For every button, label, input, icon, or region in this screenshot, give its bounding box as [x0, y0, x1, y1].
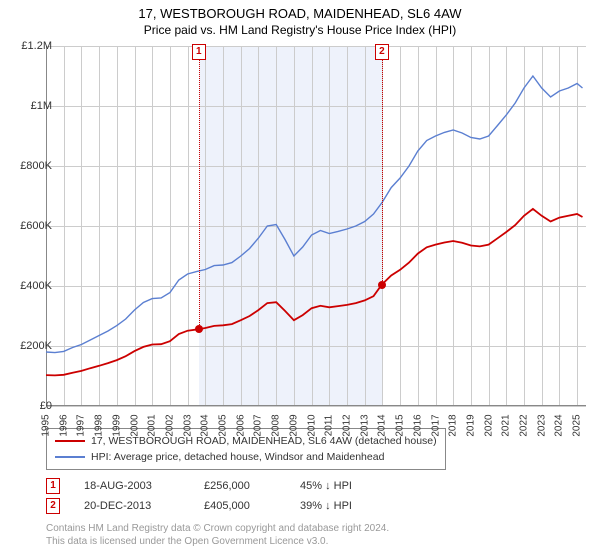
x-tick-label: 2005 — [218, 414, 229, 436]
y-tick-label: £0 — [40, 400, 52, 412]
legend-label: 17, WESTBOROUGH ROAD, MAIDENHEAD, SL6 4A… — [91, 435, 437, 447]
marker-line-1 — [199, 60, 200, 329]
legend-label: HPI: Average price, detached house, Wind… — [91, 451, 384, 463]
legend-color-swatch — [55, 456, 85, 458]
x-tick-label: 2025 — [572, 414, 583, 436]
marker-box-1: 1 — [192, 44, 206, 60]
y-tick-label: £800K — [20, 160, 52, 172]
event-row: 2 20-DEC-2013 £405,000 39% ↓ HPI — [46, 496, 390, 516]
series-hpi — [46, 76, 583, 353]
event-date: 20-DEC-2013 — [84, 500, 180, 512]
x-tick-label: 2013 — [359, 414, 370, 436]
marker-dot-2 — [378, 281, 386, 289]
x-tick-label: 2000 — [129, 414, 140, 436]
x-tick-label: 2018 — [448, 414, 459, 436]
x-tick-label: 2015 — [395, 414, 406, 436]
x-tick-label: 2019 — [465, 414, 476, 436]
x-tick-label: 2006 — [235, 414, 246, 436]
chart-title: 17, WESTBOROUGH ROAD, MAIDENHEAD, SL6 4A… — [0, 0, 600, 21]
event-price: £256,000 — [204, 480, 276, 492]
x-tick-label: 2020 — [483, 414, 494, 436]
event-delta: 45% ↓ HPI — [300, 480, 390, 492]
series-lines — [46, 46, 586, 406]
marker-box-2: 2 — [375, 44, 389, 60]
x-tick-label: 2012 — [341, 414, 352, 436]
chart-plot-area: 12 — [46, 46, 586, 406]
event-table: 1 18-AUG-2003 £256,000 45% ↓ HPI 2 20-DEC-201… — [46, 476, 390, 516]
x-tick-label: 2010 — [306, 414, 317, 436]
x-tick-label: 2021 — [501, 414, 512, 436]
y-tick-label: £400K — [20, 280, 52, 292]
x-tick-label: 2023 — [536, 414, 547, 436]
event-date: 18-AUG-2003 — [84, 480, 180, 492]
x-tick-label: 2024 — [554, 414, 565, 436]
x-tick-label: 2001 — [147, 414, 158, 436]
event-marker: 1 — [46, 478, 60, 494]
x-tick-label: 2008 — [271, 414, 282, 436]
y-tick-label: £200K — [20, 340, 52, 352]
x-tick-label: 2014 — [377, 414, 388, 436]
x-tick-label: 1999 — [111, 414, 122, 436]
x-tick-label: 2002 — [164, 414, 175, 436]
footer-attribution: Contains HM Land Registry data © Crown c… — [46, 522, 389, 548]
x-tick-label: 2022 — [519, 414, 530, 436]
x-tick-label: 2003 — [182, 414, 193, 436]
chart-subtitle: Price paid vs. HM Land Registry's House … — [0, 21, 600, 37]
y-tick-label: £600K — [20, 220, 52, 232]
y-tick-label: £1.2M — [21, 40, 52, 52]
x-tick-label: 2016 — [412, 414, 423, 436]
legend-color-swatch — [55, 440, 85, 442]
x-tick-label: 2004 — [200, 414, 211, 436]
x-tick-label: 1995 — [41, 414, 52, 436]
x-tick-label: 2009 — [288, 414, 299, 436]
event-marker: 2 — [46, 498, 60, 514]
x-tick-label: 2007 — [253, 414, 264, 436]
y-tick-label: £1M — [31, 100, 52, 112]
event-price: £405,000 — [204, 500, 276, 512]
legend-item: HPI: Average price, detached house, Wind… — [55, 449, 437, 465]
footer-line-2: This data is licensed under the Open Gov… — [46, 535, 389, 548]
event-delta: 39% ↓ HPI — [300, 500, 390, 512]
marker-line-2 — [382, 60, 383, 285]
footer-line-1: Contains HM Land Registry data © Crown c… — [46, 522, 389, 535]
x-tick-label: 1997 — [76, 414, 87, 436]
x-tick-label: 1996 — [58, 414, 69, 436]
event-row: 1 18-AUG-2003 £256,000 45% ↓ HPI — [46, 476, 390, 496]
marker-dot-1 — [195, 325, 203, 333]
gridline-h — [46, 406, 586, 407]
x-tick-label: 1998 — [94, 414, 105, 436]
x-tick-label: 2011 — [324, 415, 335, 437]
x-tick-label: 2017 — [430, 414, 441, 436]
